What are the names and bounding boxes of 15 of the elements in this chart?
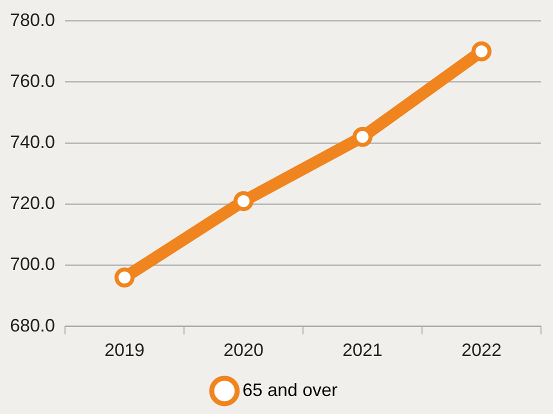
y-tick-label: 780.0 (10, 10, 56, 30)
y-tick-label: 720.0 (10, 193, 56, 214)
y-tick-label: 760.0 (10, 70, 56, 91)
x-tick-label: 2022 (461, 340, 502, 360)
x-tick-label: 2019 (104, 340, 145, 360)
x-tick-label: 2020 (224, 340, 264, 360)
point (114, 268, 135, 288)
x-tick-label: 2021 (342, 340, 383, 360)
point (352, 126, 373, 147)
legend-label: 65 and over (242, 380, 338, 400)
point (234, 191, 254, 212)
y-tick-label: 680.0 (10, 315, 56, 336)
point (472, 41, 492, 62)
y-tick-label: 700.0 (10, 254, 56, 274)
y-tick-label: 740.0 (10, 132, 56, 152)
